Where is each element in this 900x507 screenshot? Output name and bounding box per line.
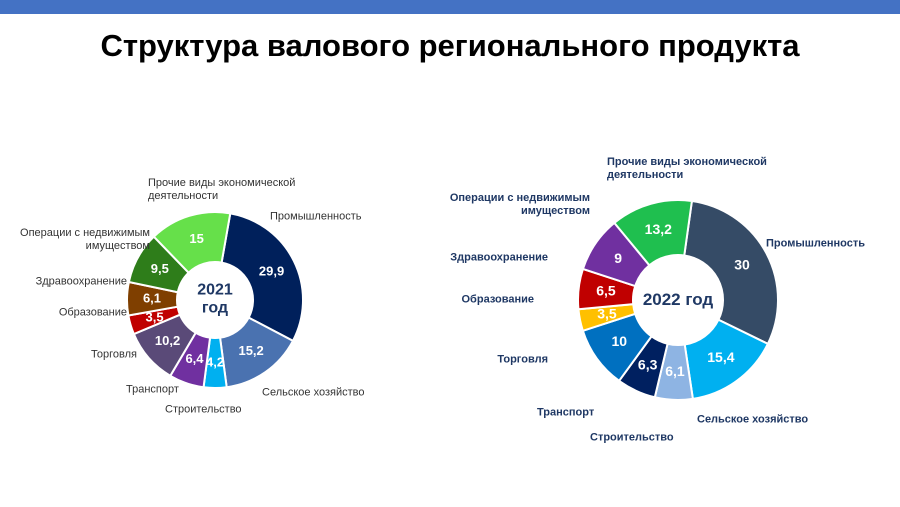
category-label: Операции с недвижимым имуществом bbox=[20, 227, 150, 252]
category-label: Торговля bbox=[91, 348, 137, 361]
value-label: 6,1 bbox=[143, 291, 161, 306]
category-label: Образование bbox=[461, 293, 535, 306]
value-label: 6,1 bbox=[665, 363, 685, 379]
value-label: 15 bbox=[189, 231, 203, 246]
slice bbox=[152, 211, 232, 275]
top-bar bbox=[0, 0, 900, 14]
center-label: 2021 год bbox=[197, 281, 233, 317]
category-label: Прочие виды экономической деятельности bbox=[607, 156, 767, 181]
value-label: 4,2 bbox=[206, 354, 224, 369]
value-label: 13,2 bbox=[645, 221, 672, 237]
category-label: Промышленность bbox=[270, 210, 362, 223]
slice bbox=[612, 199, 694, 267]
slice bbox=[683, 199, 779, 346]
category-label: Строительство bbox=[165, 403, 242, 416]
center-label: 2022 год bbox=[642, 290, 714, 310]
value-label: 6,4 bbox=[185, 351, 204, 366]
title: Структура валового регионального продукт… bbox=[100, 28, 800, 63]
value-label: 15,2 bbox=[238, 343, 263, 358]
value-label: 30 bbox=[734, 257, 750, 273]
category-label: Сельское хозяйство bbox=[697, 413, 809, 426]
value-label: 29,9 bbox=[259, 264, 284, 279]
value-label: 9,5 bbox=[151, 261, 169, 276]
category-label: Транспорт bbox=[126, 383, 179, 396]
value-label: 3,5 bbox=[597, 305, 617, 321]
category-label: Транспорт bbox=[537, 406, 595, 419]
value-label: 6,5 bbox=[596, 283, 616, 299]
value-label: 15,4 bbox=[707, 349, 734, 365]
value-label: 6,3 bbox=[638, 357, 658, 373]
category-label: Прочие виды экономической деятельности bbox=[148, 177, 296, 202]
category-label: Сельское хозяйство bbox=[262, 386, 365, 399]
category-label: Операции с недвижимым имуществом bbox=[449, 192, 590, 217]
value-label: 10 bbox=[611, 333, 627, 349]
value-label: 10,2 bbox=[155, 333, 180, 348]
category-label: Торговля bbox=[497, 353, 548, 366]
slice bbox=[220, 212, 304, 343]
category-label: Промышленность bbox=[766, 237, 865, 250]
category-label: Здравоохранение bbox=[35, 275, 127, 288]
value-label: 9 bbox=[614, 250, 622, 266]
category-label: Строительство bbox=[590, 431, 674, 444]
category-label: Здравоохранение bbox=[450, 251, 548, 264]
value-label: 3,5 bbox=[146, 309, 164, 324]
category-label: Образование bbox=[58, 306, 127, 319]
